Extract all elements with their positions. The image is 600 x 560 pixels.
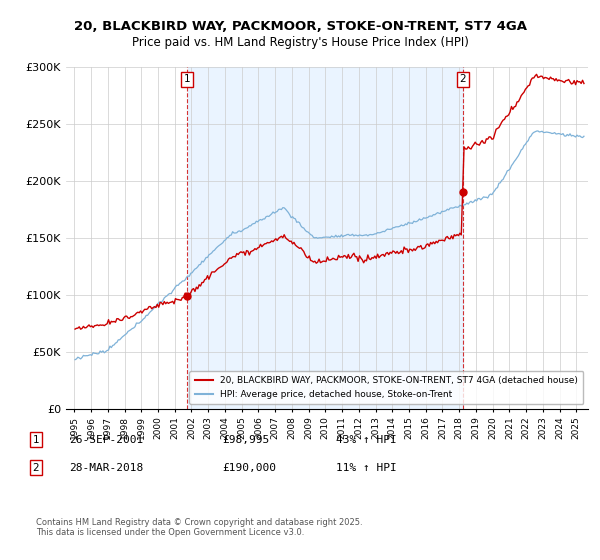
Text: 28-MAR-2018: 28-MAR-2018 (69, 463, 143, 473)
Text: 43% ↑ HPI: 43% ↑ HPI (336, 435, 397, 445)
Text: 20, BLACKBIRD WAY, PACKMOOR, STOKE-ON-TRENT, ST7 4GA: 20, BLACKBIRD WAY, PACKMOOR, STOKE-ON-TR… (74, 20, 527, 32)
Text: £98,995: £98,995 (222, 435, 269, 445)
Legend: 20, BLACKBIRD WAY, PACKMOOR, STOKE-ON-TRENT, ST7 4GA (detached house), HPI: Aver: 20, BLACKBIRD WAY, PACKMOOR, STOKE-ON-TR… (190, 371, 583, 404)
Text: 1: 1 (32, 435, 40, 445)
Text: Price paid vs. HM Land Registry's House Price Index (HPI): Price paid vs. HM Land Registry's House … (131, 36, 469, 49)
Text: Contains HM Land Registry data © Crown copyright and database right 2025.
This d: Contains HM Land Registry data © Crown c… (36, 518, 362, 538)
Text: 26-SEP-2001: 26-SEP-2001 (69, 435, 143, 445)
Text: 11% ↑ HPI: 11% ↑ HPI (336, 463, 397, 473)
Text: 1: 1 (184, 74, 190, 84)
Text: 2: 2 (460, 74, 466, 84)
Text: £190,000: £190,000 (222, 463, 276, 473)
Text: 2: 2 (32, 463, 40, 473)
